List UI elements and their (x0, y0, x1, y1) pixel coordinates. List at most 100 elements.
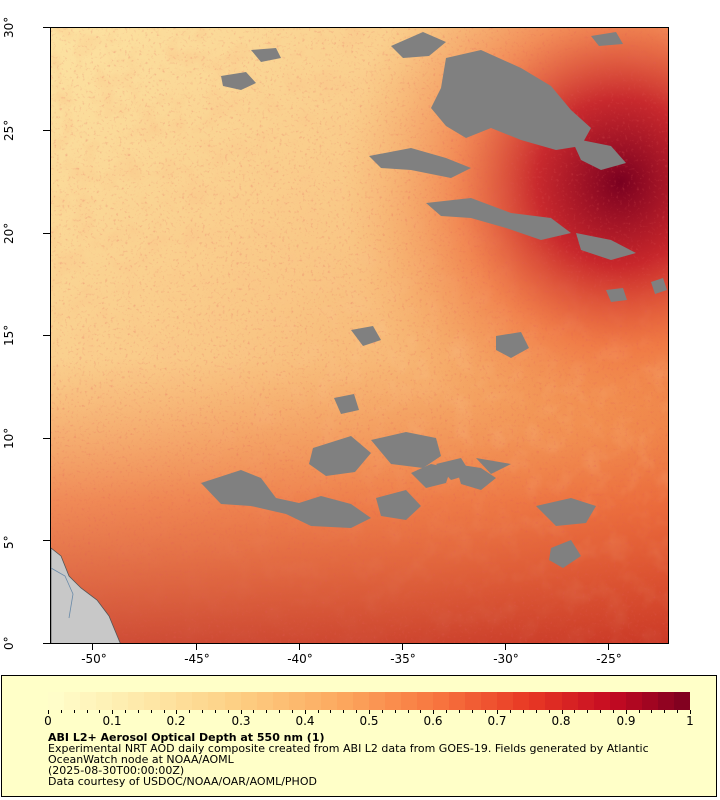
colorbar-segment (433, 692, 450, 710)
colorbar-minor-tick (73, 710, 75, 713)
x-axis-label: -40° (287, 652, 313, 666)
colorbar-minor-tick (253, 710, 255, 713)
y-axis-label: 25° (2, 119, 16, 141)
colorbar-label: 0.1 (102, 714, 122, 728)
colorbar-minor-tick (394, 710, 396, 713)
colorbar-minor-tick (664, 710, 666, 713)
colorbar-minor-tick (214, 710, 216, 713)
colorbar-minor-tick (150, 710, 152, 713)
colorbar-major-tick (48, 710, 49, 714)
colorbar-minor-tick (677, 710, 679, 713)
colorbar-segment (545, 692, 562, 710)
colorbar-segment (352, 692, 369, 710)
colorbar-segment (593, 692, 610, 710)
colorbar-segment (673, 692, 690, 710)
colorbar-segment (48, 692, 65, 710)
colorbar-label: 0.6 (423, 714, 443, 728)
colorbar-segment (465, 692, 482, 710)
y-axis-label: 15° (2, 324, 16, 346)
colorbar-minor-tick (651, 710, 653, 713)
colorbar-segment (176, 692, 193, 710)
aod-map[interactable] (50, 27, 669, 644)
colorbar-minor-tick (202, 710, 204, 713)
y-tick (43, 540, 50, 541)
x-tick (196, 644, 197, 650)
colorbar-label: 0.3 (231, 714, 251, 728)
colorbar-minor-tick (330, 710, 332, 713)
colorbar-segment (144, 692, 161, 710)
colorbar-minor-tick (99, 710, 101, 713)
y-tick (43, 643, 50, 644)
colorbar-segment (256, 692, 273, 710)
colorbar-segment (513, 692, 530, 710)
colorbar-segment (641, 692, 658, 710)
colorbar-segment (529, 692, 546, 710)
colorbar-segment (160, 692, 177, 710)
x-tick (92, 644, 93, 650)
colorbar-segment (336, 692, 353, 710)
colorbar-major-tick (625, 710, 627, 714)
x-tick (505, 644, 506, 650)
colorbar-minor-tick (343, 710, 345, 713)
colorbar-segment (112, 692, 129, 710)
colorbar-minor-tick (548, 710, 550, 713)
colorbar-segment (192, 692, 209, 710)
colorbar-label: 0 (44, 714, 52, 728)
colorbar-minor-tick (189, 710, 191, 713)
colorbar-minor-tick (612, 710, 614, 713)
colorbar-segment (417, 692, 434, 710)
colorbar-segment (320, 692, 337, 710)
x-axis-label: -30° (493, 652, 519, 666)
colorbar-minor-tick (600, 710, 602, 713)
x-tick (402, 644, 403, 650)
colorbar-label: 0.7 (487, 714, 507, 728)
caption-credit: Data courtesy of USDOC/NOAA/OAR/AOML/PHO… (48, 775, 317, 788)
colorbar-minor-tick (381, 710, 383, 713)
colorbar-major-tick (433, 710, 435, 714)
x-axis-label: -50° (81, 652, 107, 666)
colorbar-label: 0.9 (616, 714, 636, 728)
colorbar-major-tick (561, 710, 563, 714)
colorbar-segment (609, 692, 626, 710)
colorbar-minor-tick (574, 710, 576, 713)
colorbar-segment (96, 692, 113, 710)
colorbar-segment (208, 692, 225, 710)
colorbar-label: 0.4 (295, 714, 315, 728)
caption-date: (2025-08-30T00:00:00Z) (48, 764, 185, 777)
colorbar-label: 0.8 (551, 714, 571, 728)
aod-map-svg (51, 28, 668, 643)
colorbar-segment (561, 692, 578, 710)
colorbar-label: 1 (686, 714, 694, 728)
legend-title: ABI L2+ Aerosol Optical Depth at 550 nm … (48, 731, 325, 744)
colorbar-segment (368, 692, 385, 710)
colorbar-segment (449, 692, 466, 710)
x-axis-label: -35° (390, 652, 416, 666)
colorbar-minor-tick (587, 710, 589, 713)
colorbar-segment (288, 692, 305, 710)
x-tick (608, 644, 609, 650)
caption-line: OceanWatch node at NOAA/AOML (48, 753, 234, 766)
colorbar-segment (497, 692, 514, 710)
colorbar-major-tick (176, 710, 178, 714)
y-tick (43, 27, 50, 28)
land-south-america (51, 547, 121, 643)
y-tick (43, 233, 50, 234)
legend-panel: 0 0.1 0.2 0.3 0.4 0.5 0.6 0.7 0.8 0.9 1 … (1, 675, 717, 797)
colorbar-minor-tick (163, 710, 165, 713)
colorbar-segment (657, 692, 674, 710)
colorbar-segment (224, 692, 241, 710)
colorbar-segment (304, 692, 321, 710)
y-axis-label: 20° (2, 222, 16, 244)
colorbar-segment (128, 692, 145, 710)
colorbar-minor-tick (510, 710, 512, 713)
colorbar-minor-tick (86, 710, 88, 713)
colorbar-minor-tick (407, 710, 409, 713)
colorbar-minor-tick (523, 710, 525, 713)
y-tick (43, 335, 50, 336)
colorbar-minor-tick (420, 710, 422, 713)
colorbar-minor-tick (317, 710, 319, 713)
caption-line: Experimental NRT AOD daily composite cre… (48, 742, 649, 755)
y-tick (43, 438, 50, 439)
y-axis-label: 0° (2, 636, 16, 650)
colorbar-segment (481, 692, 498, 710)
